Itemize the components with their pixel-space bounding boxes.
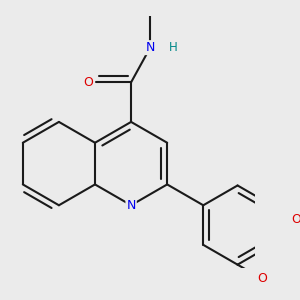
Text: O: O — [257, 272, 267, 285]
Text: O: O — [83, 76, 93, 89]
Text: H: H — [169, 41, 178, 54]
Text: N: N — [126, 199, 136, 212]
Text: N: N — [146, 41, 155, 54]
Text: O: O — [292, 213, 300, 226]
